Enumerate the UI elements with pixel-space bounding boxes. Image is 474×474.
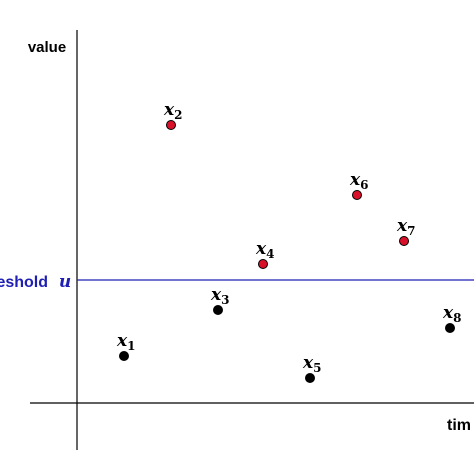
point xyxy=(119,351,129,361)
point xyxy=(305,373,315,383)
point-label: x3 xyxy=(210,285,230,307)
point-sub: 4 xyxy=(266,247,274,261)
point xyxy=(445,323,455,333)
point-label: x4 xyxy=(255,239,275,261)
point-sub: 7 xyxy=(407,224,415,238)
point-label: x1 xyxy=(116,331,136,353)
point-var: x xyxy=(255,239,267,259)
threshold-label: eshold xyxy=(0,274,48,291)
point-sub: 5 xyxy=(313,361,321,375)
point-sub: 1 xyxy=(127,339,135,353)
point-var: x xyxy=(116,331,128,351)
x-axis-label: tim xyxy=(447,417,471,434)
point-var: x xyxy=(442,303,454,323)
point-var: x xyxy=(210,285,222,305)
point-label: x5 xyxy=(302,353,322,375)
point-label: x2 xyxy=(163,100,183,122)
y-axis-label: value xyxy=(28,39,66,56)
point-var: x xyxy=(396,216,408,236)
point-var: x xyxy=(349,170,361,190)
point-label: x7 xyxy=(396,216,416,238)
point-sub: 6 xyxy=(360,178,368,192)
point xyxy=(166,120,176,130)
point-label: x8 xyxy=(442,303,462,325)
point-sub: 3 xyxy=(221,293,229,307)
point-label: x6 xyxy=(349,170,369,192)
point-var: x xyxy=(302,353,314,373)
threshold-symbol: u xyxy=(59,272,71,292)
point-var: x xyxy=(163,100,175,120)
point xyxy=(352,190,362,200)
point-sub: 8 xyxy=(453,311,461,325)
point-sub: 2 xyxy=(174,108,182,122)
point xyxy=(399,236,409,246)
point xyxy=(258,259,268,269)
point xyxy=(213,305,223,315)
